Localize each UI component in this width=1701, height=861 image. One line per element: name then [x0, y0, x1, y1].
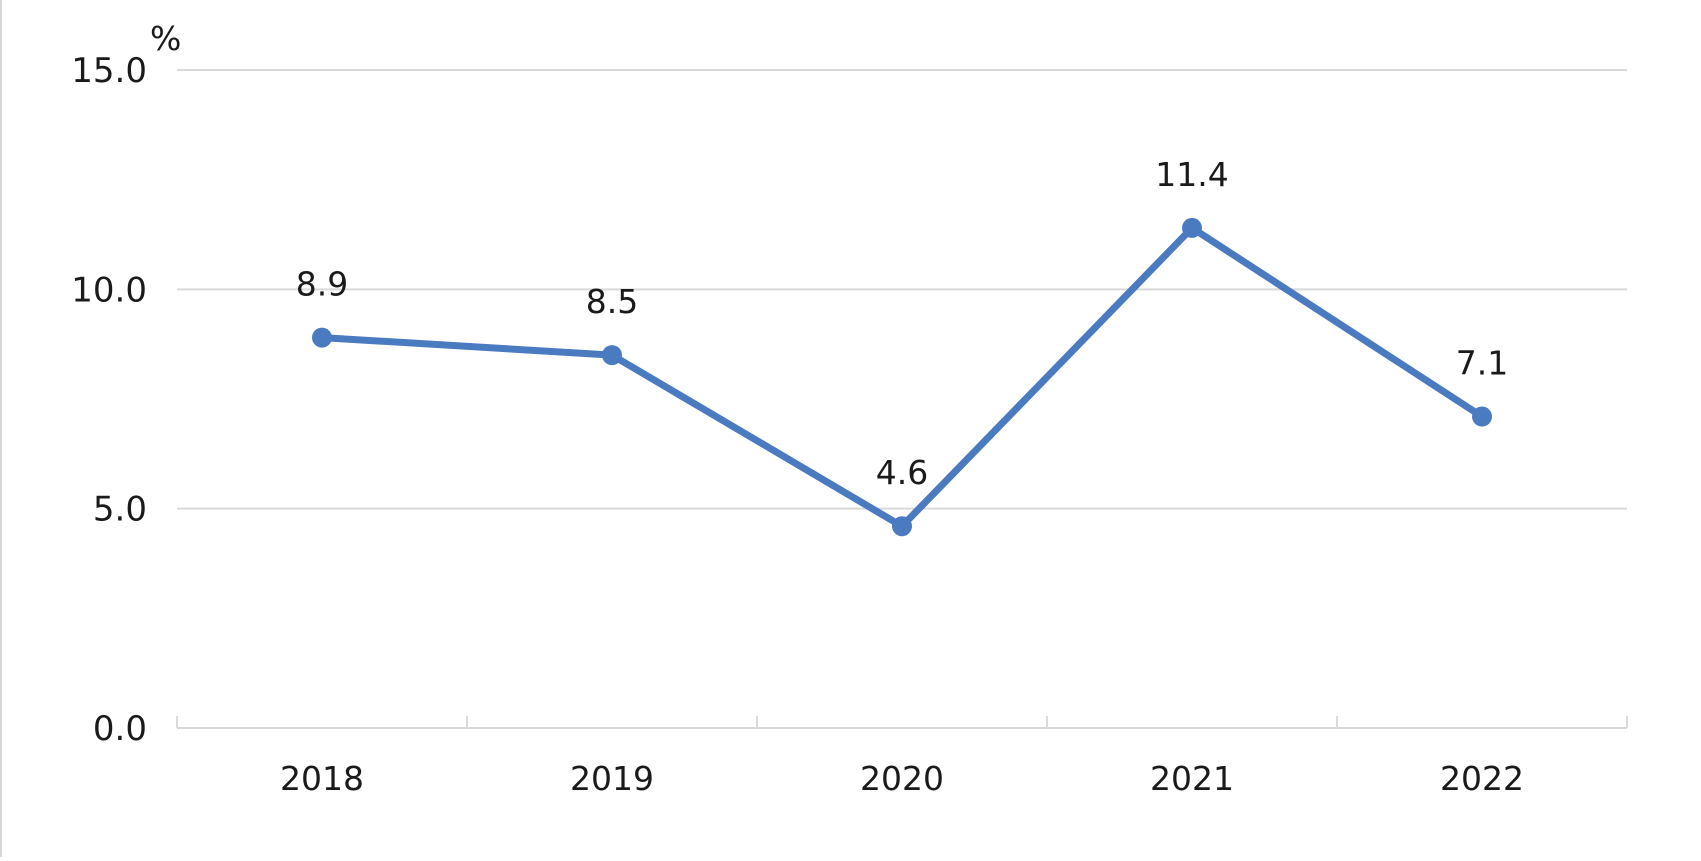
gridlines — [177, 69, 1627, 510]
x-axis — [176, 716, 1628, 729]
x-tick-label: 2018 — [280, 759, 364, 798]
data-label: 8.9 — [296, 265, 348, 304]
y-tick-label: 0.0 — [93, 709, 147, 749]
y-axis-unit-label: % — [150, 19, 181, 58]
data-point — [1472, 406, 1492, 427]
data-label: 11.4 — [1155, 155, 1228, 194]
data-point — [892, 516, 912, 537]
y-axis-tick-labels: 0.0 5.0 10.0 15.0 — [71, 51, 147, 749]
data-label: 8.5 — [586, 282, 638, 321]
x-tick-label: 2021 — [1150, 759, 1234, 798]
x-tick-label: 2022 — [1440, 759, 1524, 798]
data-point — [1182, 217, 1202, 238]
data-point — [312, 327, 332, 348]
x-tick-label: 2020 — [860, 759, 944, 798]
x-tick-label: 2019 — [570, 759, 654, 798]
y-tick-label: 10.0 — [71, 270, 147, 310]
y-tick-label: 15.0 — [71, 51, 147, 91]
data-label: 4.6 — [876, 453, 928, 492]
x-axis-tick-labels: 2018 2019 2020 2021 2022 — [280, 759, 1524, 798]
y-tick-label: 5.0 — [93, 490, 147, 530]
data-label: 7.1 — [1456, 344, 1508, 383]
data-point — [602, 345, 622, 366]
series — [312, 217, 1492, 537]
data-labels: 8.9 8.5 4.6 11.4 7.1 — [296, 155, 1508, 492]
